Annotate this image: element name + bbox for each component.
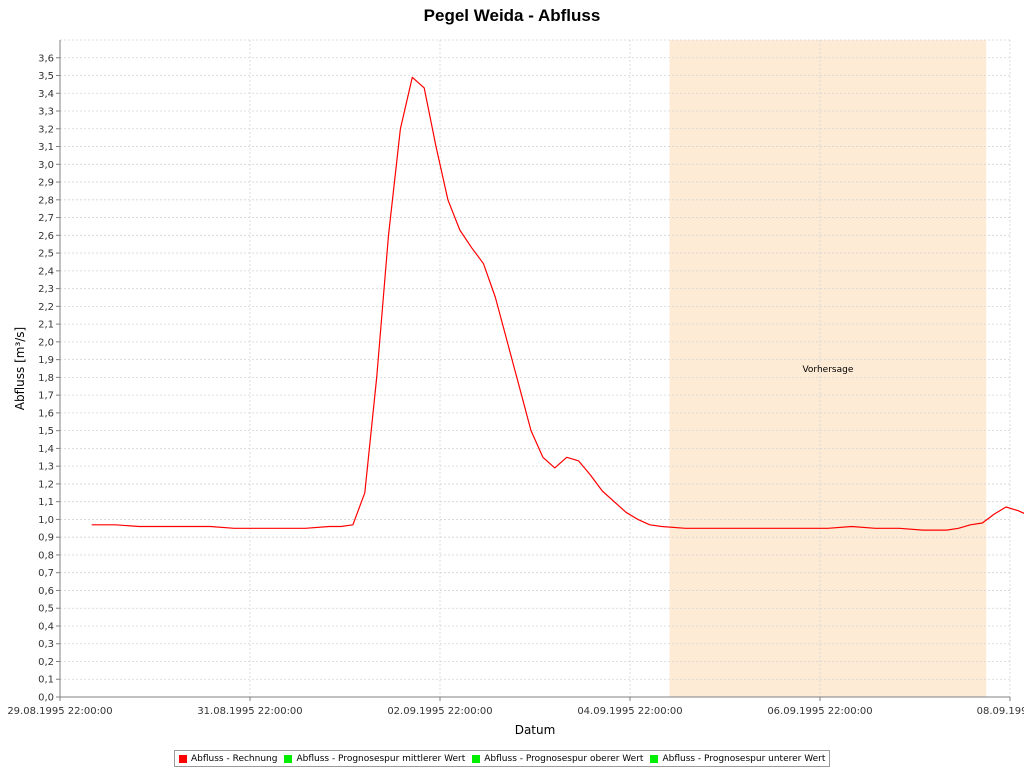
y-tick-label: 1,4 [38, 444, 54, 455]
y-tick-label: 3,0 [38, 160, 54, 171]
y-tick-label: 0,3 [38, 639, 54, 650]
y-tick-label: 3,5 [38, 71, 54, 82]
plot-background [60, 40, 1010, 697]
y-tick-label: 0,7 [38, 568, 54, 579]
y-tick-label: 2,2 [38, 302, 54, 313]
x-tick-label: 31.08.1995 22:00:00 [197, 706, 302, 717]
y-tick-label: 0,0 [38, 693, 54, 704]
y-tick-label: 2,7 [38, 213, 54, 224]
y-tick-label: 2,3 [38, 284, 54, 295]
y-tick-label: 1,7 [38, 391, 54, 402]
chart-title: Pegel Weida - Abfluss [423, 6, 601, 25]
legend-item-4: Abfluss - Prognosespur unterer Wert [650, 754, 825, 764]
y-tick-label: 1,1 [38, 497, 54, 508]
legend-label: Abfluss - Prognosespur mittlerer Wert [296, 753, 466, 764]
y-tick-label: 0,1 [38, 675, 54, 686]
y-tick-label: 0,6 [38, 586, 54, 597]
y-tick-label: 1,3 [38, 462, 54, 473]
y-tick-label: 3,4 [38, 89, 54, 100]
legend-swatch [179, 754, 187, 763]
y-tick-label: 2,1 [38, 320, 54, 331]
legend-label: Abfluss - Rechnung [191, 753, 278, 764]
forecast-region [669, 40, 987, 697]
legend: Abfluss - Rechnung Abfluss - Prognosespur… [174, 750, 831, 767]
y-tick-label: 2,0 [38, 337, 54, 348]
y-tick-label: 3,6 [38, 53, 54, 64]
legend-label: Abfluss - Prognosespur unterer Wert [662, 753, 826, 764]
legend-swatch [650, 754, 659, 763]
x-tick-label: 04.09.1995 22:00:00 [577, 706, 682, 717]
legend-swatch [284, 754, 293, 763]
x-tick-label: 06.09.1995 22:00:00 [767, 706, 872, 717]
y-tick-label: 0,9 [38, 533, 54, 544]
legend-item-2: Abfluss - Prognosespur mittlerer Wert [284, 754, 465, 764]
y-tick-label: 2,8 [38, 195, 54, 206]
y-tick-label: 1,9 [38, 355, 54, 366]
y-tick-label: 0,8 [38, 550, 54, 561]
y-tick-label: 3,3 [38, 107, 54, 118]
legend-item-3: Abfluss - Prognosespur oberer Wert [472, 754, 643, 764]
series-line-1 [91, 76, 1024, 531]
x-tick-label: 02.09.1995 22:00:00 [387, 706, 492, 717]
legend-swatch [472, 754, 481, 763]
y-tick-label: 1,6 [38, 408, 54, 419]
axes: 0,0 0,1 0,2 0,3 0,4 0,5 0,6 0,7 0,8 0,9 1,0 1,1 1,2 1… [7, 40, 1024, 717]
y-tick-label: 1,2 [38, 479, 54, 490]
y-tick-label: 1,0 [38, 515, 54, 526]
y-tick-label: 0,2 [38, 657, 54, 668]
y-tick-label: 2,4 [38, 266, 54, 277]
y-tick-label: 0,5 [38, 604, 54, 615]
y-tick-label: 1,5 [38, 426, 54, 437]
legend-label: Abfluss - Prognosespur oberer Wert [484, 753, 644, 764]
data-series [91, 76, 1024, 531]
x-tick-label: 08.09.1995 2 [977, 706, 1024, 717]
x-axis-label: Datum [515, 723, 556, 737]
y-tick-label: 1,8 [38, 373, 54, 384]
y-tick-label: 0,4 [38, 621, 54, 632]
chart-labels: Vorhersage Datum Abfluss [m³/s] [13, 327, 854, 737]
y-axis-label: Abfluss [m³/s] [13, 327, 27, 410]
y-tick-label: 2,5 [38, 249, 54, 260]
forecast-label: Vorhersage [802, 365, 853, 375]
x-tick-label: 29.08.1995 22:00:00 [7, 706, 112, 717]
y-tick-label: 2,6 [38, 231, 54, 242]
chart-plot: 0,0 0,1 0,2 0,3 0,4 0,5 0,6 0,7 0,8 0,9 1,0 1,1 1,2 1… [7, 39, 1024, 737]
y-tick-label: 3,2 [38, 124, 54, 135]
y-tick-label: 3,1 [38, 142, 54, 153]
legend-item-1: Abfluss - Rechnung [179, 754, 277, 764]
y-tick-label: 2,9 [38, 178, 54, 189]
